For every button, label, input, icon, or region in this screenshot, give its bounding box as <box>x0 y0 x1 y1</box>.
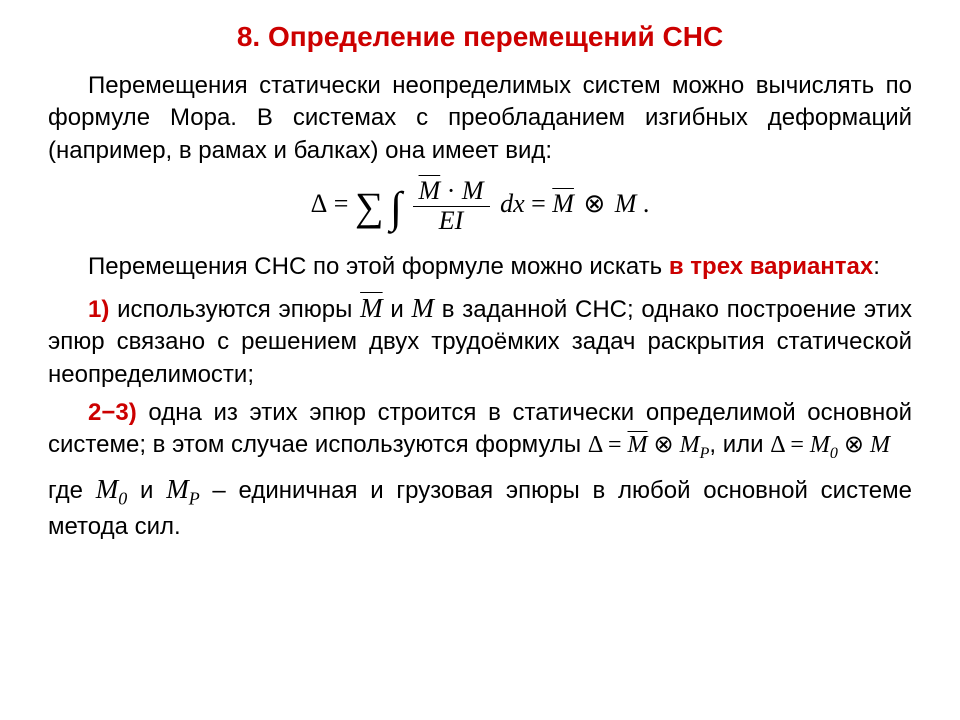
p2-text-c: : <box>873 253 880 280</box>
m-num: M <box>462 176 484 205</box>
item1-m: M <box>412 293 435 323</box>
dx: dx <box>500 189 525 218</box>
dot-num: · <box>447 176 462 205</box>
fraction-num: M · M <box>413 177 490 207</box>
delta-symbol: Δ <box>311 189 328 218</box>
sum-symbol: ∑ <box>355 184 384 229</box>
p3-text-b: и <box>127 477 166 504</box>
item23-number: 2−3) <box>88 399 137 426</box>
paragraph-where: где M0 и MP – единичная и грузовая эпюры… <box>48 471 912 543</box>
item1-text-a: используются эпюры <box>109 296 360 323</box>
fraction-den: EI <box>413 207 490 236</box>
item-2-3: 2−3) одна из этих эпюр строится в статич… <box>48 397 912 465</box>
equals-2: = <box>531 189 552 218</box>
item1-text-b: и <box>383 296 412 323</box>
formula-alt-2: Δ = M0 ⊗ M <box>770 432 890 458</box>
fraction: M · M EI <box>413 177 490 235</box>
period-1: . <box>643 189 650 218</box>
otimes-1: ⊗ <box>580 189 614 218</box>
mohr-formula: Δ = ∑ ∫ M · M EI dx = M ⊗ M . <box>48 177 912 237</box>
formula-alt-1: Δ = M ⊗ MP <box>588 432 710 458</box>
equals-1: = <box>334 189 355 218</box>
m-rhs: M <box>615 189 637 218</box>
mp-symbol: MP <box>166 474 200 504</box>
p3-text-a: где <box>48 477 96 504</box>
mbar-num: M <box>419 176 441 205</box>
integral-symbol: ∫ <box>390 183 402 232</box>
p2-text-a: Перемещения СНС по этой формуле можно ис… <box>88 253 669 280</box>
page: 8. Определение перемещений СНС Перемещен… <box>0 0 960 559</box>
item-1: 1) используются эпюры M и M в заданной С… <box>48 290 912 391</box>
paragraph-intro: Перемещения статически неопределимых сис… <box>48 70 912 167</box>
m0-symbol: M0 <box>96 474 128 504</box>
item1-number: 1) <box>88 296 109 323</box>
item1-mbar: M <box>360 293 383 323</box>
item23-text-b: , или <box>709 431 770 458</box>
p2-emph: в трех вариантах <box>669 253 873 280</box>
paragraph-variants: Перемещения СНС по этой формуле можно ис… <box>48 251 912 283</box>
mbar-rhs: M <box>552 189 574 218</box>
section-title: 8. Определение перемещений СНС <box>48 18 912 56</box>
